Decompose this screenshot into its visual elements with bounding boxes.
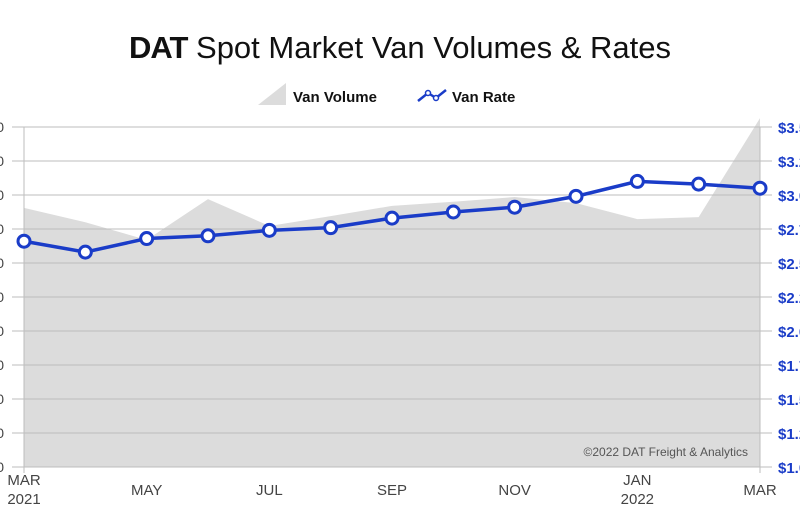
rate-point [568,188,584,204]
chart-title: DAT Spot Market Van Volumes & Rates [128,30,672,65]
x-tick-label: 2022 [621,491,654,508]
right-tick-label: $1.75 [778,358,800,375]
left-tick-label: 0 [0,187,4,203]
left-tick-label: 0 [0,425,4,441]
copyright-annotation: ©2022 DAT Freight & Analytics [584,445,748,459]
legend-rate-marker [424,89,432,97]
right-tick-label: $2.25 [778,290,800,307]
left-tick-label: 0 [0,119,4,135]
rate-point [507,199,523,215]
left-tick-label: 0 [0,255,4,271]
rate-point [200,228,216,244]
right-tick-label: $1.50 [778,392,800,409]
legend-volume-swatch [258,83,286,105]
right-tick-label: $1.00 [778,460,800,477]
left-tick-label: 0 [0,459,4,475]
left-tick-label: 0 [0,391,4,407]
x-tick-label: JUL [256,482,283,499]
rate-point [384,210,400,226]
rate-point [16,233,32,249]
x-tick-label: MAR [7,472,41,489]
x-tick-label: MAR [743,482,777,499]
rate-point [77,244,93,260]
rate-point [691,176,707,192]
rate-point [139,231,155,247]
right-tick-label: $2.50 [778,256,800,273]
right-tick-label: $3.50 [778,120,800,137]
legend-rate-label: Van Rate [452,89,515,106]
left-tick-label: 0 [0,289,4,305]
right-tick-label: $2.75 [778,222,800,239]
brand-logo: DAT [128,30,188,65]
left-tick-label: 0 [0,323,4,339]
right-tick-label: $2.00 [778,324,800,341]
legend-volume-label: Van Volume [293,89,377,106]
left-tick-label: 0 [0,357,4,373]
x-tick-label: SEP [377,482,407,499]
rate-point [752,180,768,196]
legend-rate-swatch [417,89,447,102]
rate-point [261,222,277,238]
x-tick-label: MAY [131,482,162,499]
volume-area [24,118,760,467]
legend-rate-marker [432,94,440,102]
rate-point [445,204,461,220]
rate-point [323,220,339,236]
right-tick-label: $1.25 [778,426,800,443]
x-tick-label: NOV [498,482,531,499]
x-tick-label: JAN [623,472,651,489]
rate-point [629,173,645,189]
x-tick-label: 2021 [7,491,40,508]
right-tick-label: $3.25 [778,154,800,171]
left-tick-label: 0 [0,153,4,169]
left-tick-label: 0 [0,221,4,237]
right-tick-label: $3.00 [778,188,800,205]
